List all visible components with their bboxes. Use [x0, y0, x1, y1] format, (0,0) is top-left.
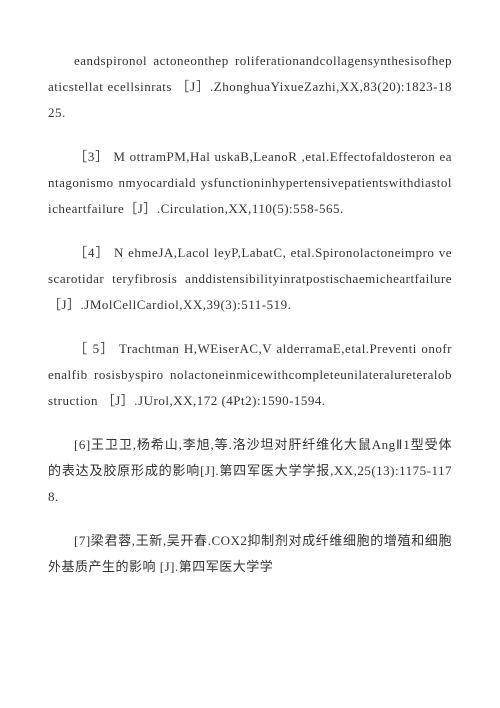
reference-item: eandspironol actoneonthep roliferationan… [48, 48, 452, 126]
reference-item: [7]梁君蓉,王新,吴开春.COX2抑制剂对成纤维细胞的增殖和细胞外基质产生的影… [48, 528, 452, 580]
reference-item: ［3］ M ottramPM,Hal uskaB,LeanoR ,etal.Ef… [48, 144, 452, 222]
reference-item: ［4］ N ehmeJA,Lacol leyP,LabatC, etal.Spi… [48, 240, 452, 318]
reference-item: [6]王卫卫,杨希山,李旭,等.洛沙坦对肝纤维化大鼠AngⅡ1型受体的表达及胶原… [48, 432, 452, 510]
reference-item: ［ 5］ Trachtman H,WEiserAC,V alderramaE,e… [48, 336, 452, 414]
